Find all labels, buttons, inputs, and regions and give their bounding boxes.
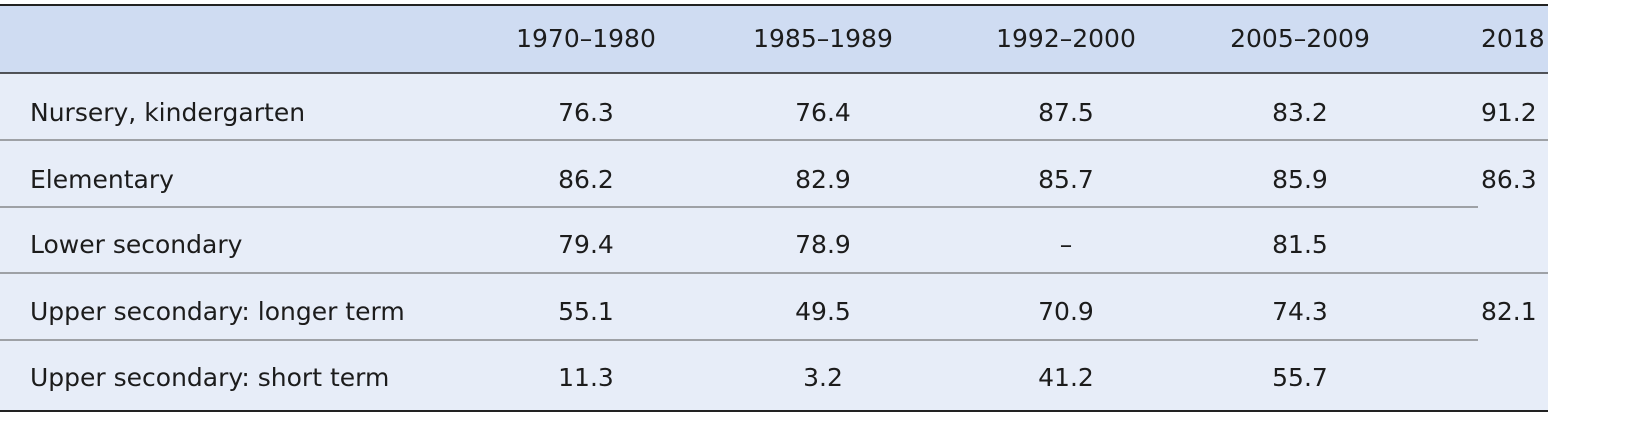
cell: 70.9 (1038, 297, 1094, 326)
column-header: 1992–2000 (996, 24, 1136, 53)
cell: 74.3 (1272, 297, 1328, 326)
column-header: 2018 (1481, 24, 1545, 53)
cell: – (1060, 230, 1073, 259)
cell: 85.9 (1272, 165, 1328, 194)
cell: 82.9 (795, 165, 851, 194)
cell: 76.4 (795, 98, 851, 127)
column-header: 2005–2009 (1230, 24, 1370, 53)
cell: 82.1 (1481, 297, 1537, 326)
cell: 79.4 (558, 230, 614, 259)
cell: 55.1 (558, 297, 614, 326)
header-background (0, 5, 1548, 73)
cell: 3.2 (803, 363, 843, 392)
cell: 86.3 (1481, 165, 1537, 194)
cell: 91.2 (1481, 98, 1537, 127)
cell: 78.9 (795, 230, 851, 259)
cell: 76.3 (558, 98, 614, 127)
cell: 11.3 (558, 363, 614, 392)
row-label: Elementary (30, 165, 174, 194)
body-background (0, 73, 1548, 411)
row-label: Upper secondary: short term (30, 363, 389, 392)
row-label: Lower secondary (30, 230, 243, 259)
cell: 49.5 (795, 297, 851, 326)
column-header: 1985–1989 (753, 24, 893, 53)
cell: 85.7 (1038, 165, 1094, 194)
cell: 86.2 (558, 165, 614, 194)
cell: 81.5 (1272, 230, 1328, 259)
cell: 55.7 (1272, 363, 1328, 392)
cell: 41.2 (1038, 363, 1094, 392)
cell: 83.2 (1272, 98, 1328, 127)
row-label: Upper secondary: longer term (30, 297, 405, 326)
row-label: Nursery, kindergarten (30, 98, 305, 127)
cell: 87.5 (1038, 98, 1094, 127)
column-header: 1970–1980 (516, 24, 656, 53)
